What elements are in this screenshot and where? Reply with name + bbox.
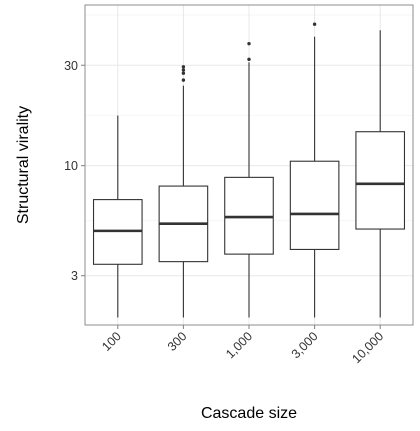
x-tick-label: 1,000 (223, 329, 255, 361)
interquartile-box (224, 176, 274, 255)
y-axis-title: Structural virality (15, 106, 32, 224)
outlier-point (312, 22, 317, 26)
x-tick-label: 10,000 (349, 329, 386, 366)
x-axis-title: Cascade size (201, 405, 297, 422)
outlier-point (247, 41, 251, 46)
x-tick-label: 3,000 (289, 329, 321, 361)
box-300 (158, 65, 209, 318)
x-tick-label: 300 (165, 329, 190, 354)
x-tick-label: 100 (99, 329, 124, 354)
y-tick-label: 3 (71, 269, 78, 283)
boxes-layer (92, 22, 406, 318)
box-10000 (355, 30, 406, 318)
interquartile-box (289, 160, 340, 250)
outlier-point (247, 57, 251, 62)
interquartile-box (355, 131, 406, 230)
outlier-point (181, 65, 186, 69)
outlier-point (181, 78, 186, 82)
y-tick-label: 10 (64, 159, 78, 173)
box-1000 (224, 41, 274, 318)
outlier-point (181, 71, 186, 75)
box-100 (92, 115, 143, 318)
y-tick-label: 30 (64, 59, 78, 73)
outlier-point (181, 68, 186, 72)
box-3000 (289, 22, 340, 318)
